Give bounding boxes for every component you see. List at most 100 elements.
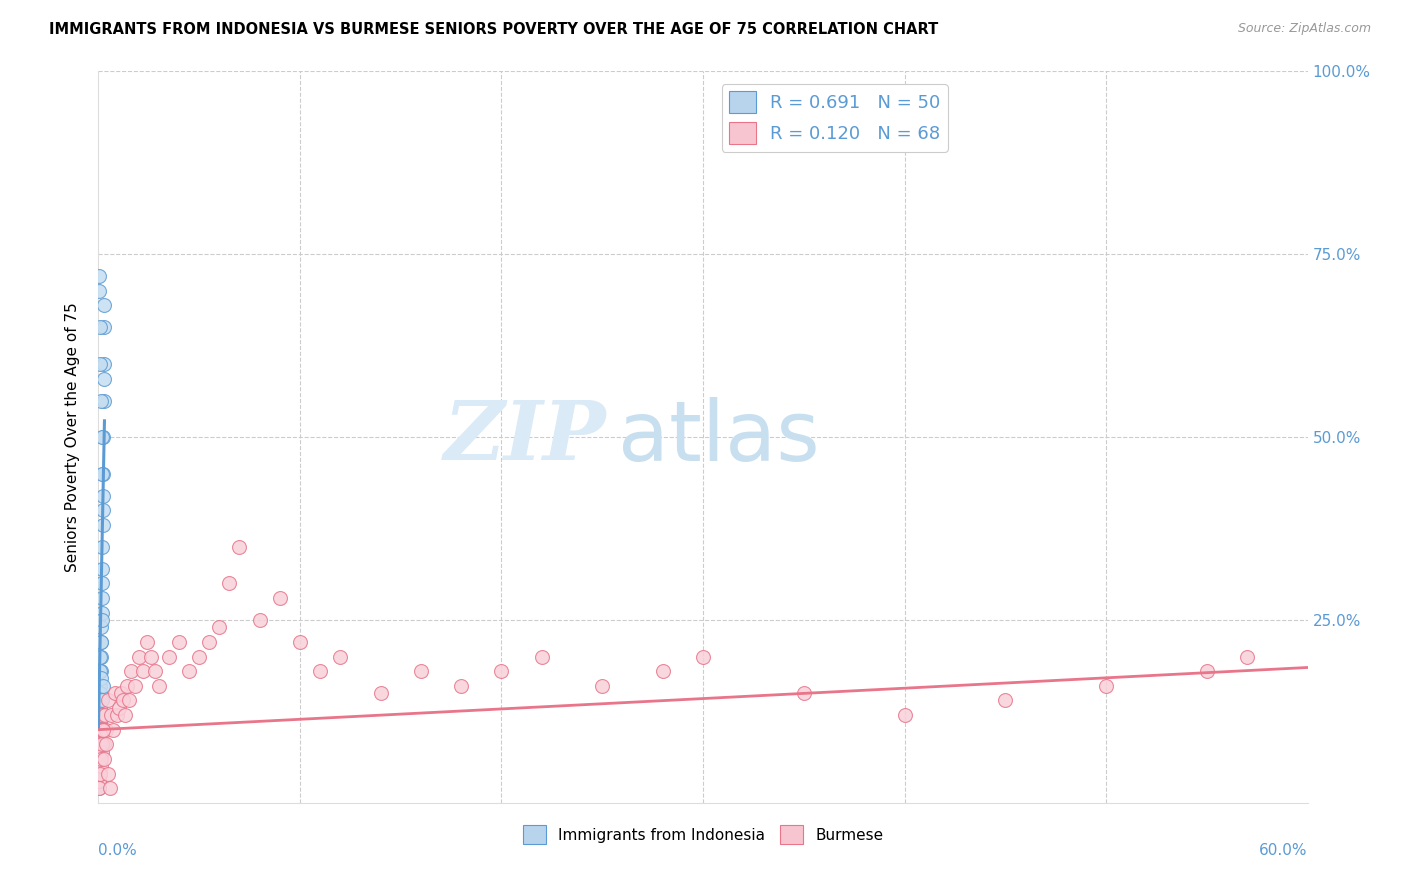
Point: [93, 752, 115, 766]
Point: [90, 635, 112, 649]
Point: [157, 649, 180, 664]
Point: [89, 752, 111, 766]
Legend: Immigrants from Indonesia, Burmese: Immigrants from Indonesia, Burmese: [516, 819, 890, 850]
Point: [491, 664, 513, 678]
Point: [110, 686, 132, 700]
Point: [89, 269, 111, 284]
Point: [89, 752, 111, 766]
Point: [105, 708, 128, 723]
Text: Source: ZipAtlas.com: Source: ZipAtlas.com: [1237, 22, 1371, 36]
Point: [96, 723, 118, 737]
Point: [91, 467, 114, 481]
Point: [91, 693, 114, 707]
Point: [139, 649, 162, 664]
Point: [208, 620, 231, 634]
Point: [329, 649, 352, 664]
Point: [89, 649, 111, 664]
Point: [100, 708, 122, 723]
Point: [90, 620, 112, 634]
Point: [90, 591, 112, 605]
Point: [893, 708, 915, 723]
Point: [692, 649, 714, 664]
Point: [111, 693, 134, 707]
Point: [793, 686, 815, 700]
Point: [1195, 664, 1218, 678]
Point: [89, 357, 111, 371]
Point: [228, 540, 250, 554]
Point: [89, 686, 111, 700]
Point: [93, 320, 115, 334]
Point: [94, 708, 117, 723]
Point: [101, 723, 124, 737]
Point: [90, 649, 112, 664]
Point: [90, 606, 112, 620]
Point: [89, 781, 111, 796]
Point: [89, 737, 111, 751]
Text: 60.0%: 60.0%: [1260, 843, 1308, 858]
Y-axis label: Seniors Poverty Over the Age of 75: Seniors Poverty Over the Age of 75: [65, 302, 80, 572]
Point: [89, 664, 111, 678]
Point: [89, 766, 111, 780]
Point: [249, 613, 271, 627]
Point: [97, 693, 120, 707]
Point: [198, 635, 221, 649]
Point: [89, 708, 111, 723]
Point: [128, 649, 150, 664]
Point: [269, 591, 291, 605]
Text: ZIP: ZIP: [444, 397, 606, 477]
Point: [98, 781, 121, 796]
Point: [1095, 679, 1118, 693]
Point: [89, 759, 111, 773]
Point: [91, 467, 114, 481]
Point: [91, 745, 114, 759]
Point: [89, 766, 111, 780]
Point: [450, 679, 472, 693]
Point: [143, 664, 166, 678]
Point: [90, 664, 112, 678]
Point: [90, 752, 112, 766]
Point: [120, 664, 142, 678]
Point: [90, 708, 112, 723]
Point: [118, 693, 141, 707]
Point: [89, 700, 111, 714]
Point: [218, 576, 240, 591]
Point: [87, 781, 110, 796]
Point: [93, 298, 115, 312]
Text: 0.0%: 0.0%: [98, 843, 138, 858]
Point: [90, 430, 112, 444]
Point: [91, 503, 114, 517]
Point: [89, 737, 111, 751]
Point: [409, 664, 432, 678]
Point: [91, 517, 114, 532]
Point: [89, 686, 111, 700]
Point: [370, 686, 392, 700]
Point: [89, 693, 111, 707]
Point: [93, 393, 115, 408]
Point: [288, 635, 311, 649]
Point: [89, 715, 111, 730]
Point: [89, 730, 111, 744]
Point: [89, 320, 111, 334]
Point: [89, 723, 111, 737]
Point: [91, 562, 114, 576]
Point: [91, 679, 114, 693]
Point: [93, 357, 115, 371]
Point: [188, 649, 211, 664]
Point: [135, 635, 157, 649]
Point: [167, 635, 190, 649]
Point: [994, 693, 1017, 707]
Text: atlas: atlas: [619, 397, 820, 477]
Point: [90, 672, 112, 686]
Text: IMMIGRANTS FROM INDONESIA VS BURMESE SENIORS POVERTY OVER THE AGE OF 75 CORRELAT: IMMIGRANTS FROM INDONESIA VS BURMESE SEN…: [49, 22, 938, 37]
Point: [132, 664, 155, 678]
Point: [103, 686, 125, 700]
Point: [90, 737, 112, 751]
Point: [90, 393, 112, 408]
Point: [124, 679, 146, 693]
Point: [97, 766, 120, 780]
Point: [179, 664, 201, 678]
Point: [1236, 649, 1258, 664]
Point: [89, 766, 111, 780]
Point: [107, 700, 129, 714]
Point: [87, 773, 110, 788]
